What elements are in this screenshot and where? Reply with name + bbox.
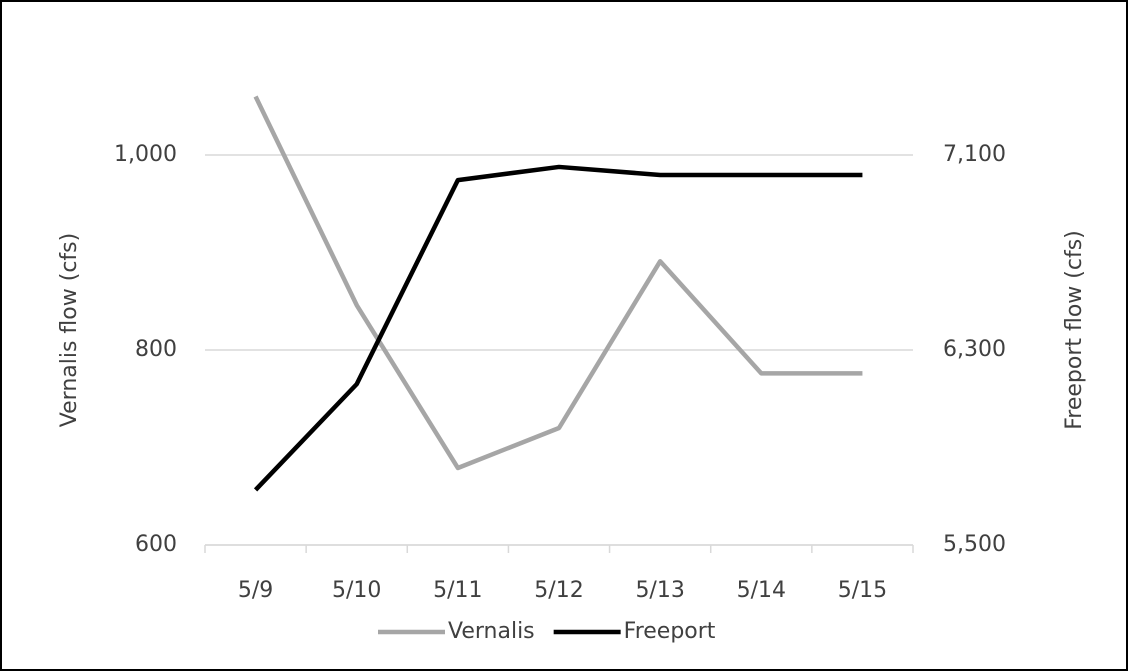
x-tick-label: 5/13 — [635, 578, 684, 603]
legend-label: Vernalis — [448, 619, 535, 644]
y-tick-label: 1,000 — [114, 142, 177, 167]
x-tick-label: 5/15 — [838, 578, 887, 603]
y2-axis-label: Freeport flow (cfs) — [1062, 230, 1087, 430]
x-tick-label: 5/10 — [332, 578, 381, 603]
y-tick-label: 800 — [135, 337, 177, 362]
y-axis-label: Vernalis flow (cfs) — [57, 233, 82, 427]
y2-tick-label: 6,300 — [943, 337, 1006, 362]
line-series — [253, 95, 863, 471]
y2-tick-label: 5,500 — [943, 532, 1006, 557]
legend-label: Freeport — [624, 619, 716, 644]
y2-tick-label: 7,100 — [943, 142, 1006, 167]
y-tick-label: 600 — [135, 532, 177, 557]
x-tick-label: 5/12 — [534, 578, 583, 603]
line-series — [253, 164, 863, 492]
x-tick-label: 5/11 — [433, 578, 482, 603]
x-tick-label: 5/9 — [238, 578, 273, 603]
x-tick-label: 5/14 — [737, 578, 786, 603]
